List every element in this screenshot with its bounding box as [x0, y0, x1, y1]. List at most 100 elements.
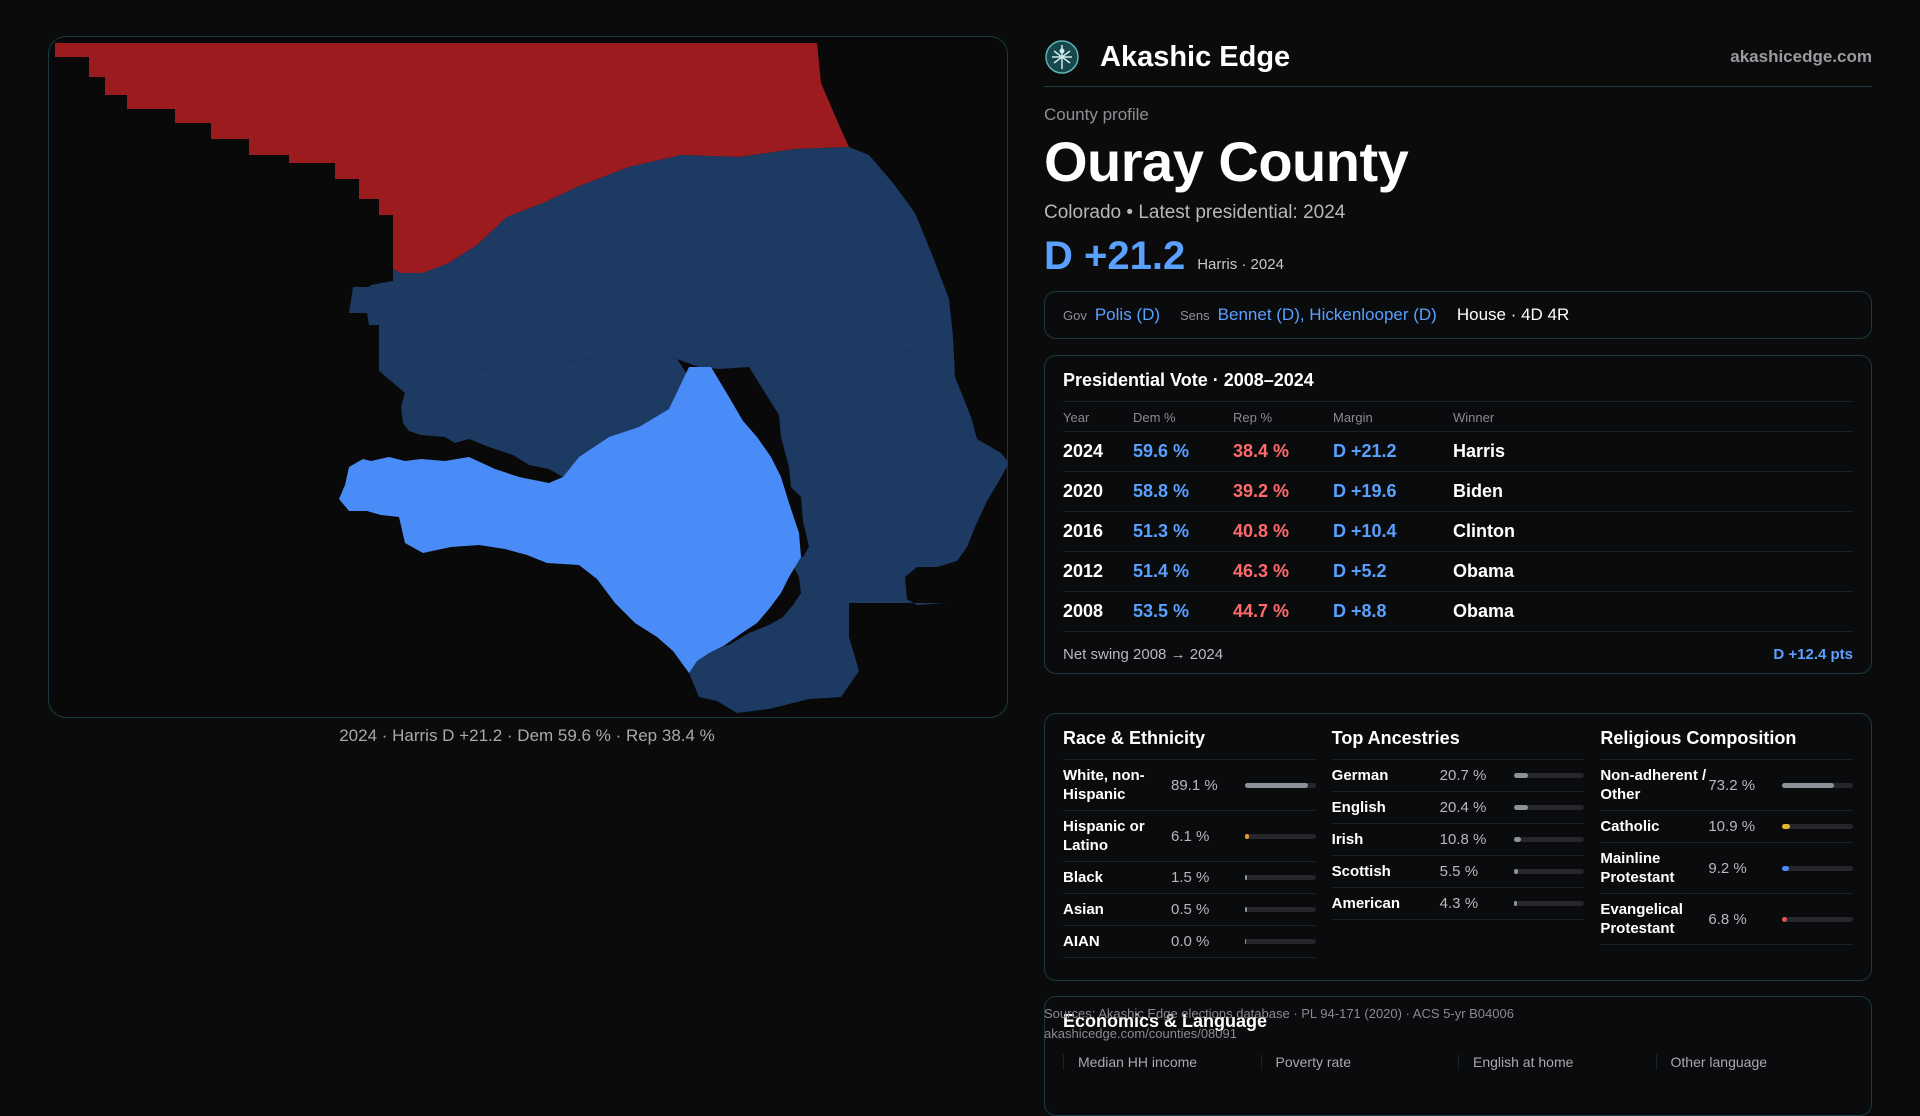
religion-list: Non-adherent / Other 73.2 % Catholic 10.9 %…: [1600, 760, 1854, 945]
row-rep: 44.7 %: [1233, 591, 1333, 632]
row-dem: 51.4 %: [1133, 551, 1233, 592]
item-label: English: [1331, 799, 1386, 816]
share-bar-fill: [1782, 916, 1788, 922]
map-region-north-dem[interactable]: [349, 147, 953, 415]
item-label: White, non-Hispanic: [1063, 767, 1145, 803]
row-winner: Clinton: [1453, 511, 1853, 552]
margin-value: D +21.2: [1044, 234, 1186, 278]
map-region-east-dem[interactable]: [779, 337, 1007, 605]
list-item: German 20.7 %: [1331, 760, 1585, 792]
profile-panel: Akashic Edge akashicedge.com County prof…: [1044, 28, 1872, 674]
item-label: German: [1331, 767, 1389, 784]
col-rep: Rep %: [1233, 402, 1333, 432]
share-bar-fill: [1782, 782, 1835, 788]
row-dem: 58.8 %: [1133, 471, 1233, 512]
akashic-logo-icon: [1045, 40, 1079, 74]
row-year: 2012: [1063, 551, 1133, 592]
row-dem: 51.3 %: [1133, 511, 1233, 552]
item-value: 73.2 %: [1708, 776, 1756, 794]
sources-link[interactable]: akashicedge.com/counties/08091: [1044, 1026, 1237, 1041]
sources-line: Sources: Akashic Edge elections database…: [1044, 1006, 1514, 1021]
item-value: 0.0 %: [1171, 933, 1210, 950]
share-bar-fill: [1782, 865, 1789, 871]
table-row: 2016 51.3 % 40.8 % D +10.4 Clinton: [1063, 511, 1853, 552]
share-bar-fill: [1245, 782, 1308, 788]
row-year: 2024: [1063, 431, 1133, 472]
share-bar: [1782, 782, 1854, 788]
race-ethnicity-section: Race & Ethnicity White, non-Hispanic 89.1…: [1063, 728, 1316, 966]
row-dem: 59.6 %: [1133, 431, 1233, 472]
list-item: Black 1.5 %: [1063, 862, 1316, 894]
row-winner: Obama: [1453, 591, 1853, 632]
county-map[interactable]: [48, 36, 1008, 718]
share-bar-fill: [1245, 907, 1248, 912]
list-item: Asian 0.5 %: [1063, 894, 1316, 926]
item-label: American: [1331, 895, 1401, 912]
presidential-table: Year Dem % Rep % Margin Winner 2024 59.6…: [1063, 402, 1853, 632]
item-label: AIAN: [1063, 933, 1100, 950]
item-value: 1.5 %: [1171, 869, 1210, 886]
county-subtitle: Colorado • Latest presidential: 2024: [1044, 202, 1346, 223]
item-label: Irish: [1331, 831, 1364, 848]
share-bar: [1513, 837, 1585, 842]
race-list: White, non-Hispanic 89.1 % Hispanic or Lat…: [1063, 760, 1316, 958]
share-bar: [1782, 865, 1854, 871]
econ-label: Median HH income: [1063, 1054, 1261, 1070]
share-bar: [1513, 869, 1585, 874]
item-value: 89.1 %: [1171, 776, 1218, 794]
share-bar: [1245, 782, 1316, 788]
share-bar-fill: [1513, 773, 1529, 778]
list-item: White, non-Hispanic 89.1 %: [1063, 760, 1316, 811]
map-region-west-dem[interactable]: [379, 355, 689, 477]
religion-section: Religious Composition Non-adherent / Oth…: [1600, 728, 1854, 966]
row-year: 2016: [1063, 511, 1133, 552]
item-value: 20.4 %: [1439, 799, 1487, 816]
share-bar-fill: [1513, 837, 1522, 842]
item-value: 9.2 %: [1708, 859, 1747, 877]
sources-footnote: Sources: Akashic Edge elections database…: [1044, 1004, 1514, 1044]
row-margin: D +21.2: [1333, 431, 1453, 472]
share-bar: [1513, 901, 1585, 906]
swing-label: Net swing 2008 → 2024: [1063, 646, 1224, 663]
margin-note: Harris · 2024: [1197, 256, 1284, 273]
item-value: 6.1 %: [1171, 827, 1210, 845]
list-item: Non-adherent / Other 73.2 %: [1600, 760, 1854, 811]
share-bar: [1782, 824, 1854, 829]
list-item: Catholic 10.9 %: [1600, 811, 1854, 843]
row-margin: D +19.6: [1333, 471, 1453, 512]
row-rep: 46.3 %: [1233, 551, 1333, 592]
section-eyebrow: County profile: [1044, 105, 1149, 124]
share-bar-fill: [1245, 875, 1248, 880]
item-label: Hispanic or Latino: [1063, 818, 1145, 854]
item-label: Scottish: [1331, 863, 1391, 880]
item-label: Black: [1063, 869, 1104, 886]
share-bar: [1245, 833, 1316, 839]
item-label: Mainline Protestant: [1600, 850, 1675, 886]
econ-label: Other language: [1655, 1054, 1854, 1070]
col-dem: Dem %: [1133, 402, 1233, 432]
list-item: AIAN 0.0 %: [1063, 926, 1316, 958]
share-bar-fill: [1245, 939, 1247, 944]
row-rep: 38.4 %: [1233, 431, 1333, 472]
map-region-south-dem[interactable]: [689, 593, 859, 713]
econ-label: Poverty rate: [1260, 1054, 1459, 1070]
map-region-southwest-dem-light[interactable]: [339, 367, 801, 673]
sens-value: Bennet (D), Hickenlooper (D): [1217, 305, 1437, 324]
table-row: 2020 58.8 % 39.2 % D +19.6 Biden: [1063, 471, 1853, 512]
item-value: 4.3 %: [1439, 895, 1479, 912]
page-title: Ouray County: [1044, 130, 1409, 193]
list-item: Irish 10.8 %: [1331, 824, 1585, 856]
row-rep: 39.2 %: [1233, 471, 1333, 512]
list-item: Scottish 5.5 %: [1331, 856, 1585, 888]
officials-bar: Gov Polis (D) Sens Bennet (D), Hickenloo…: [1044, 291, 1872, 339]
item-label: Evangelical Protestant: [1600, 901, 1683, 937]
col-year: Year: [1063, 402, 1133, 432]
brand-url-link[interactable]: akashicedge.com: [1730, 47, 1872, 66]
share-bar: [1245, 875, 1316, 880]
race-title: Race & Ethnicity: [1063, 728, 1316, 760]
list-item: Hispanic or Latino 6.1 %: [1063, 811, 1316, 862]
map-region-north-rep[interactable]: [55, 43, 849, 273]
row-winner: Obama: [1453, 551, 1853, 592]
row-year: 2020: [1063, 471, 1133, 512]
list-item: English 20.4 %: [1331, 792, 1585, 824]
